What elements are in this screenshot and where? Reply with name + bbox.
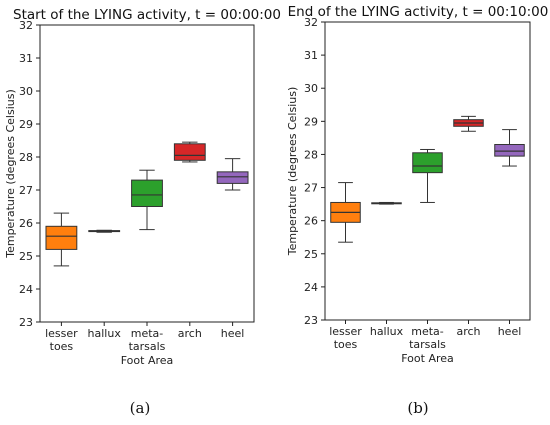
box-heel — [494, 129, 525, 167]
x-tick-label: meta- — [411, 325, 444, 338]
y-tick-label: 28 — [304, 148, 318, 161]
y-tick-label: 23 — [304, 314, 318, 327]
chart-title: Start of the LYING activity, t = 00:00:0… — [13, 7, 281, 23]
chart-title: End of the LYING activity, t = 00:10:00 — [288, 4, 549, 20]
box-hallux — [371, 201, 402, 205]
y-tick-label: 28 — [19, 151, 33, 164]
x-tick-label: meta- — [131, 327, 164, 340]
box-iqr — [216, 171, 249, 184]
box-hallux — [88, 229, 121, 233]
x-tick-label: lesser — [329, 325, 362, 338]
box-arch — [173, 141, 206, 163]
y-tick-label: 23 — [19, 316, 33, 329]
box-iqr — [412, 152, 443, 174]
y-tick-label: 32 — [19, 19, 33, 32]
box-arch — [453, 115, 484, 132]
y-tick-label: 31 — [304, 49, 318, 62]
y-tick-label: 24 — [19, 283, 33, 296]
box-iqr — [173, 143, 206, 161]
box-iqr — [131, 179, 163, 208]
y-tick-label: 29 — [19, 118, 33, 131]
x-tick-label: arch — [178, 327, 202, 340]
y-tick-label: 30 — [19, 85, 33, 98]
box-lesser — [45, 212, 78, 267]
chart-panel-a: Start of the LYING activity, t = 00:00:0… — [4, 7, 281, 417]
box-meta — [412, 148, 443, 203]
y-tick-label: 25 — [19, 250, 33, 263]
x-axis-label: Foot Area — [401, 352, 454, 365]
y-tick-label: 24 — [304, 281, 318, 294]
figure-caption: (b) — [407, 399, 428, 417]
box-lesser — [330, 182, 361, 243]
y-axis-label: Temperature (degrees Celsius) — [286, 87, 299, 257]
x-axis-label: Foot Area — [121, 354, 174, 367]
box-meta — [131, 169, 163, 231]
x-tick-label: lesser — [45, 327, 78, 340]
x-tick-label-line2: toes — [50, 340, 74, 353]
y-tick-label: 30 — [304, 82, 318, 95]
x-tick-label: hallux — [88, 327, 122, 340]
box-iqr — [45, 225, 78, 250]
figure-caption: (a) — [130, 399, 151, 417]
y-axis-label: Temperature (degrees Celsius) — [4, 89, 17, 259]
x-tick-label-line2: toes — [334, 338, 358, 351]
y-tick-label: 29 — [304, 115, 318, 128]
y-tick-label: 25 — [304, 248, 318, 261]
y-tick-label: 26 — [19, 217, 33, 230]
x-tick-label: heel — [221, 327, 245, 340]
y-tick-label: 32 — [304, 16, 318, 29]
x-tick-label: heel — [498, 325, 522, 338]
box-heel — [216, 158, 249, 191]
box-iqr — [494, 144, 525, 157]
x-tick-label: hallux — [370, 325, 404, 338]
y-tick-label: 27 — [304, 182, 318, 195]
x-tick-label: arch — [456, 325, 480, 338]
y-tick-label: 31 — [19, 52, 33, 65]
y-tick-label: 26 — [304, 215, 318, 228]
x-tick-label-line2: tarsals — [409, 338, 446, 351]
y-tick-label: 27 — [19, 184, 33, 197]
chart-panel-b: End of the LYING activity, t = 00:10:00 2… — [286, 4, 548, 417]
x-tick-label-line2: tarsals — [129, 340, 166, 353]
